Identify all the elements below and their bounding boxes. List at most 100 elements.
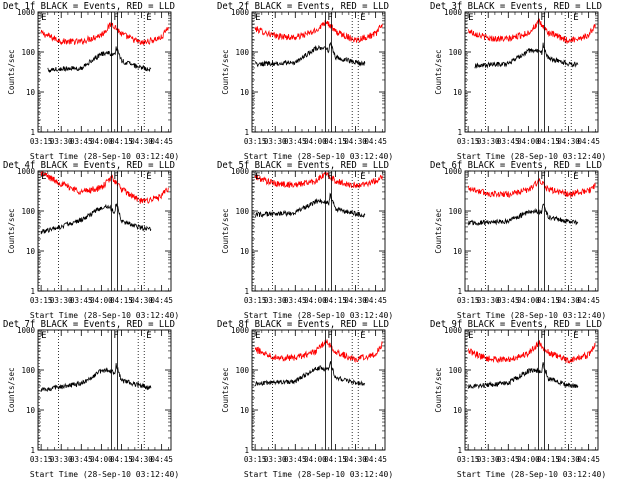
y-tick-label: 10 — [240, 247, 250, 256]
chart-panel: Det 2f BLACK = Events, RED = LLD Counts/s… — [217, 1, 393, 161]
x-tick-label: 04:45 — [577, 296, 600, 305]
lld-series-line — [467, 340, 596, 364]
event-marker-label: E — [146, 13, 151, 23]
event-marker-label: E — [360, 13, 365, 23]
x-tick-label: 03:45 — [284, 137, 307, 146]
event-marker-label: E — [255, 13, 260, 23]
y-tick-label: 1 — [244, 287, 249, 296]
x-tick-label: 03:45 — [70, 296, 93, 305]
plot-frame — [464, 329, 599, 451]
y-tick-label: 1 — [30, 446, 35, 455]
y-tick-label: 1000 — [444, 326, 463, 335]
y-tick-label: 10 — [453, 88, 463, 97]
x-tick-label: 03:30 — [477, 137, 500, 146]
x-tick-label: 04:00 — [90, 296, 113, 305]
x-tick-label: 03:15 — [244, 455, 267, 464]
y-tick-label: 1000 — [444, 8, 463, 17]
x-tick-label: 04:30 — [130, 137, 153, 146]
y-tick-label: 1 — [30, 128, 35, 137]
x-tick-label: 03:15 — [30, 137, 53, 146]
y-tick-label: 100 — [21, 207, 35, 216]
x-tick-label: 03:45 — [497, 137, 520, 146]
y-tick-label: 1 — [30, 287, 35, 296]
chart-title: Det 8f BLACK = Events, RED = LLD — [217, 319, 389, 330]
x-tick-label: 04:15 — [110, 455, 133, 464]
plot-area — [254, 339, 383, 387]
x-tick-label: 03:15 — [30, 455, 53, 464]
y-axis-label: Counts/sec — [434, 208, 443, 253]
event-marker-label: F — [113, 331, 118, 341]
x-tick-label: 04:30 — [344, 296, 367, 305]
x-tick-label: 04:45 — [364, 137, 387, 146]
events-series-line — [255, 192, 366, 218]
event-marker-label: E — [41, 13, 46, 23]
x-tick-label: 04:00 — [517, 137, 540, 146]
x-tick-label: 04:45 — [577, 137, 600, 146]
x-axis-label: Start Time (28-Sep-10 03:12:40) — [244, 311, 393, 320]
x-tick-label: 04:00 — [90, 137, 113, 146]
y-tick-label: 1000 — [231, 167, 250, 176]
chart-title: Det 4f BLACK = Events, RED = LLD — [3, 160, 175, 171]
lld-series-line — [254, 339, 383, 364]
plot-frame — [37, 329, 172, 451]
y-tick-label: 1000 — [17, 326, 36, 335]
event-marker-label: E — [146, 172, 151, 182]
x-tick-label: 03:30 — [264, 296, 287, 305]
x-tick-label: 04:15 — [537, 137, 560, 146]
x-tick-label: 04:30 — [130, 455, 153, 464]
x-axis-label: Start Time (28-Sep-10 03:12:40) — [244, 152, 393, 161]
chart-title: Det 9f BLACK = Events, RED = LLD — [430, 319, 602, 330]
x-tick-label: 04:30 — [130, 296, 153, 305]
y-axis-label: Counts/sec — [7, 367, 16, 412]
x-axis-label: Start Time (28-Sep-10 03:12:40) — [457, 152, 606, 161]
x-tick-label: 03:15 — [457, 296, 480, 305]
x-tick-label: 04:45 — [150, 137, 173, 146]
plot-area — [467, 178, 596, 227]
x-tick-label: 03:45 — [70, 137, 93, 146]
y-tick-label: 100 — [448, 207, 462, 216]
plot-frame — [251, 170, 386, 292]
x-tick-label: 03:45 — [70, 455, 93, 464]
chart-title: Det 7f BLACK = Events, RED = LLD — [3, 319, 175, 330]
events-series-line — [254, 361, 366, 387]
chart-panel: Det 6f BLACK = Events, RED = LLD Counts/s… — [430, 160, 606, 320]
y-axis-label: Counts/sec — [221, 49, 230, 94]
x-tick-label: 04:30 — [557, 296, 580, 305]
y-tick-label: 1 — [457, 128, 462, 137]
event-marker-label: F — [113, 172, 118, 182]
y-tick-label: 10 — [240, 406, 250, 415]
x-tick-label: 03:45 — [497, 455, 520, 464]
x-tick-label: 03:15 — [457, 137, 480, 146]
x-axis-label: Start Time (28-Sep-10 03:12:40) — [457, 470, 606, 479]
x-tick-label: 04:15 — [324, 137, 347, 146]
event-marker-label: E — [360, 172, 365, 182]
x-tick-label: 03:15 — [244, 296, 267, 305]
event-marker-label: F — [113, 13, 118, 23]
x-tick-label: 04:30 — [557, 137, 580, 146]
event-marker-label: F — [327, 172, 332, 182]
plot-area — [40, 21, 169, 73]
event-marker-label: E — [41, 331, 46, 341]
x-tick-label: 04:30 — [557, 455, 580, 464]
y-tick-label: 1000 — [17, 167, 36, 176]
x-tick-label: 04:00 — [517, 455, 540, 464]
y-axis-label: Counts/sec — [221, 367, 230, 412]
y-tick-label: 1000 — [444, 167, 463, 176]
x-tick-label: 04:15 — [110, 296, 133, 305]
x-tick-label: 03:45 — [497, 296, 520, 305]
x-tick-label: 04:45 — [364, 455, 387, 464]
y-tick-label: 1000 — [231, 326, 250, 335]
x-tick-label: 04:15 — [324, 296, 347, 305]
chart-title: Det 1f BLACK = Events, RED = LLD — [3, 1, 175, 12]
x-axis-label: Start Time (28-Sep-10 03:12:40) — [244, 470, 393, 479]
y-tick-label: 100 — [448, 366, 462, 375]
x-tick-label: 03:30 — [50, 296, 73, 305]
events-series-line — [467, 203, 579, 227]
x-tick-label: 04:30 — [344, 455, 367, 464]
y-tick-label: 10 — [240, 88, 250, 97]
event-marker-label: F — [540, 172, 545, 182]
y-tick-label: 1000 — [231, 8, 250, 17]
chart-title: Det 6f BLACK = Events, RED = LLD — [430, 160, 602, 171]
y-tick-label: 100 — [235, 48, 249, 57]
x-tick-label: 04:30 — [344, 137, 367, 146]
